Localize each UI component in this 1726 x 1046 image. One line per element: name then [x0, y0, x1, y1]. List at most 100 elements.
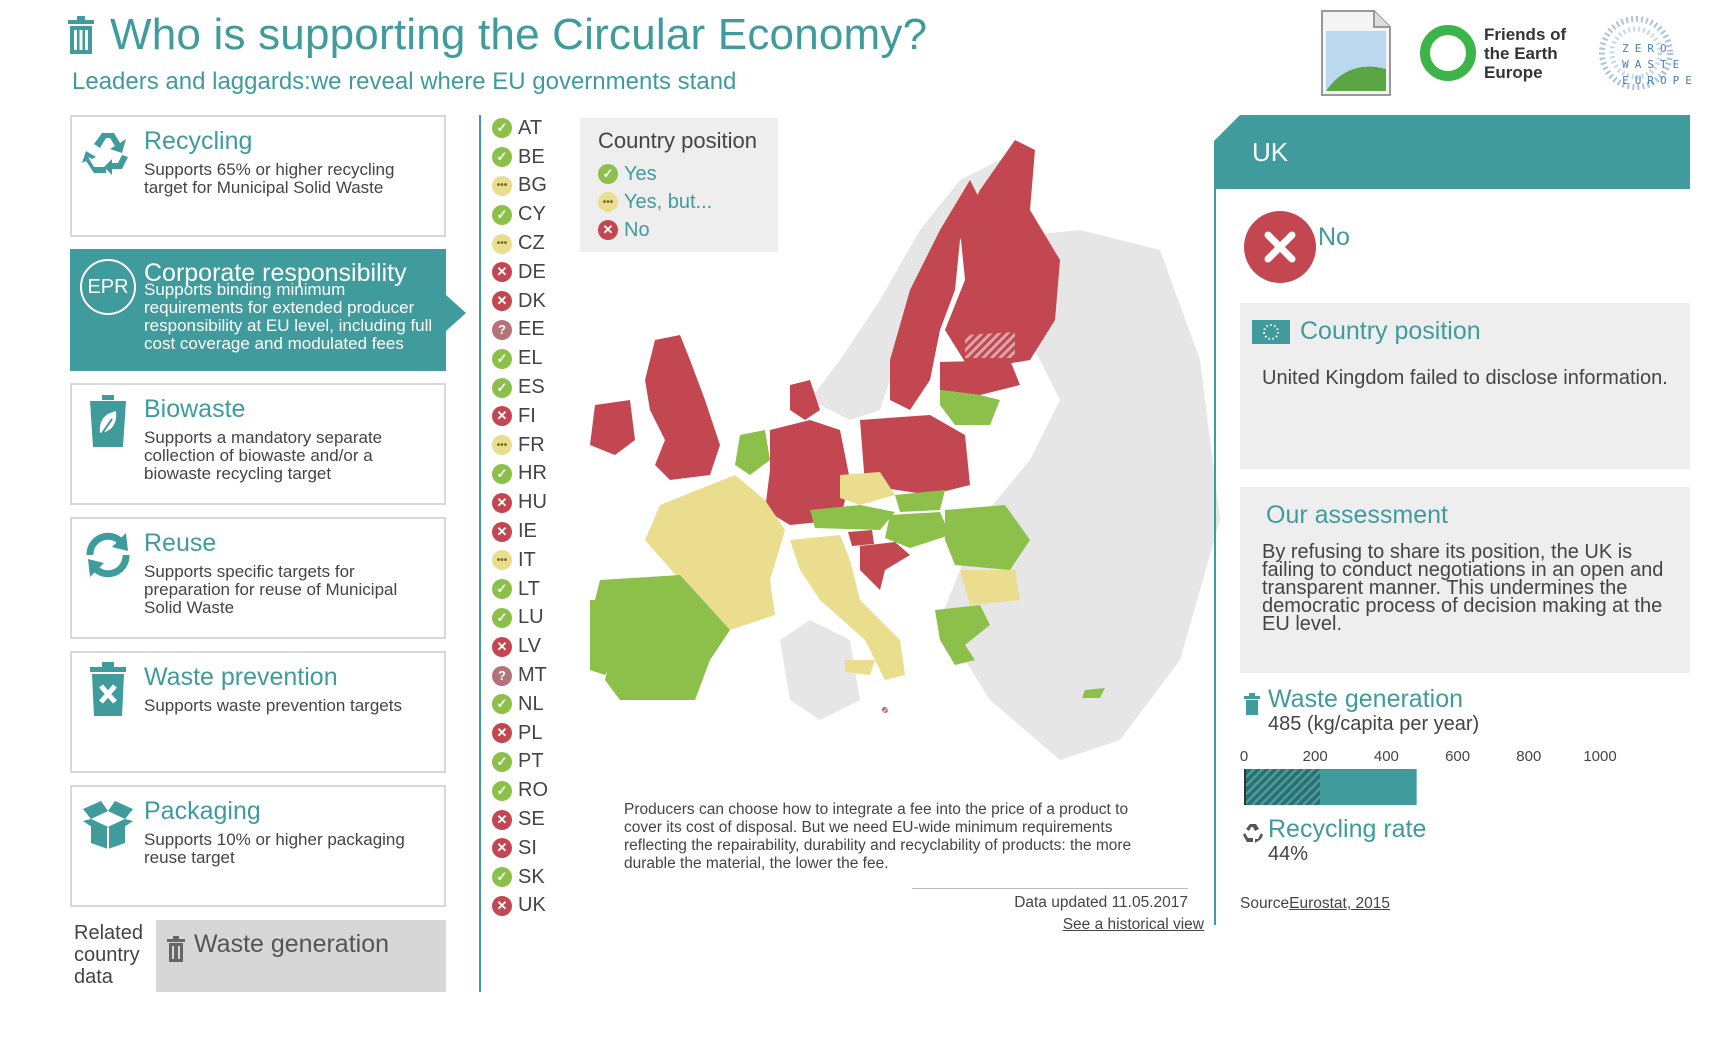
country-item-ee[interactable]: ? EE — [492, 316, 562, 345]
country-item-si[interactable]: ✕ SI — [492, 834, 562, 863]
axis-tick-label: 800 — [1516, 748, 1541, 765]
map-france[interactable] — [645, 475, 785, 630]
epr-badge: EPR — [80, 259, 136, 315]
criterion-packaging[interactable]: Packaging Supports 10% or higher packagi… — [70, 785, 446, 907]
criterion-title: Waste prevention — [144, 663, 338, 691]
legend-label: Yes — [624, 162, 657, 185]
country-item-de[interactable]: ✕ DE — [492, 258, 562, 287]
position-text: United Kingdom failed to disclose inform… — [1262, 367, 1668, 389]
axis-zero-line — [1244, 769, 1246, 805]
waste-generation-button[interactable]: Waste generation — [156, 920, 446, 992]
map-ireland[interactable] — [590, 400, 635, 455]
country-code: BG — [518, 174, 547, 197]
country-name: UK — [1252, 137, 1289, 167]
criterion-reuse[interactable]: Reuse Supports specific targets for prep… — [70, 517, 446, 639]
source-label: Source — [1240, 895, 1290, 912]
country-item-se[interactable]: ✕ SE — [492, 805, 562, 834]
country-item-sk[interactable]: ✓ SK — [492, 863, 562, 892]
country-code: SK — [518, 865, 545, 888]
map-sicily[interactable] — [845, 660, 875, 675]
trash-bin-icon — [1244, 693, 1260, 715]
map-malta[interactable] — [882, 707, 888, 713]
criterion-corporate-responsibility[interactable]: EPR Corporate responsibility Supports bi… — [70, 249, 466, 371]
country-item-lv[interactable]: ✕ LV — [492, 632, 562, 661]
x-icon: ✕ — [492, 406, 512, 427]
country-item-lt[interactable]: ✓ LT — [492, 575, 562, 604]
check-icon: ✓ — [492, 751, 512, 772]
country-item-mt[interactable]: ? MT — [492, 661, 562, 690]
axis-tick-label: 400 — [1374, 748, 1399, 765]
position-title: Country position — [1300, 317, 1481, 345]
country-item-it[interactable]: ••• IT — [492, 546, 562, 575]
country-item-nl[interactable]: ✓ NL — [492, 690, 562, 719]
country-item-be[interactable]: ✓ BE — [492, 143, 562, 172]
country-item-lu[interactable]: ✓ LU — [492, 604, 562, 633]
page-subtitle: Leaders and laggards:we reveal where EU … — [72, 68, 737, 95]
map-lithuania[interactable] — [940, 390, 1000, 425]
map-uk[interactable] — [645, 335, 720, 480]
map-greece[interactable] — [935, 605, 990, 665]
country-code: IT — [518, 548, 536, 571]
country-item-cy[interactable]: ✓ CY — [492, 200, 562, 229]
x-icon: ✕ — [492, 291, 512, 312]
country-item-uk[interactable]: ✕ UK — [492, 892, 562, 921]
country-item-fr[interactable]: ••• FR — [492, 431, 562, 460]
country-item-hr[interactable]: ✓ HR — [492, 460, 562, 489]
country-item-ie[interactable]: ✕ IE — [492, 517, 562, 546]
map-slovenia[interactable] — [848, 530, 874, 546]
map-benelux[interactable] — [735, 430, 770, 475]
map-poland[interactable] — [860, 415, 970, 495]
map-denmark[interactable] — [790, 380, 820, 420]
axis-tick-label: 600 — [1445, 748, 1470, 765]
map-cyprus[interactable] — [1082, 688, 1105, 698]
country-item-pl[interactable]: ✕ PL — [492, 719, 562, 748]
criterion-waste-prevention[interactable]: Waste prevention Supports waste preventi… — [70, 651, 446, 773]
map-czech[interactable] — [840, 472, 895, 505]
waste-axis: 0 200 400 600 800 1000 — [1240, 748, 1617, 765]
country-item-dk[interactable]: ✕ DK — [492, 287, 562, 316]
country-item-hu[interactable]: ✕ HU — [492, 488, 562, 517]
map-slovakia[interactable] — [895, 490, 945, 512]
country-item-ro[interactable]: ✓ RO — [492, 776, 562, 805]
legend-item-no: ✕ No — [598, 216, 760, 244]
dotted-globe-icon — [1599, 16, 1674, 90]
recycle-icon — [80, 125, 136, 181]
criterion-title: Biowaste — [144, 395, 246, 423]
country-item-cz[interactable]: ••• CZ — [492, 229, 562, 258]
map-austria[interactable] — [810, 505, 895, 530]
map-spain[interactable] — [590, 575, 730, 700]
x-icon: ✕ — [492, 521, 512, 542]
historical-view-link[interactable]: See a historical view — [1062, 916, 1204, 933]
map-hungary[interactable] — [885, 512, 950, 548]
map-portugal[interactable] — [590, 600, 615, 675]
map-bulgaria[interactable] — [960, 570, 1020, 605]
country-item-bg[interactable]: ••• BG — [492, 172, 562, 201]
country-item-es[interactable]: ✓ ES — [492, 373, 562, 402]
country-item-pt[interactable]: ✓ PT — [492, 748, 562, 777]
broken-image-icon — [1321, 10, 1391, 96]
map-germany[interactable] — [765, 420, 850, 525]
map-romania[interactable] — [945, 505, 1030, 570]
map-italy[interactable] — [790, 535, 905, 680]
map-finland[interactable] — [945, 140, 1060, 370]
source: SourceEurostat, 2015 — [1240, 895, 1390, 913]
map-estonia[interactable] — [965, 332, 1015, 358]
ellipsis-icon: ••• — [598, 192, 618, 212]
country-code: SE — [518, 808, 545, 831]
country-list: ✓ AT ✓ BE ••• BG ✓ CY ••• CZ ✕ DE ✕ DK? EE ✓ EL ✓ ES ✕ FI •••… — [492, 114, 562, 920]
related-country-data: Related country data Waste generation — [70, 920, 446, 992]
country-item-at[interactable]: ✓ AT — [492, 114, 562, 143]
criterion-description: Supports 65% or higher recycling target … — [144, 160, 395, 197]
logo-text: WASTE — [1622, 58, 1686, 71]
country-item-el[interactable]: ✓ EL — [492, 344, 562, 373]
map-croatia[interactable] — [860, 542, 910, 590]
map-sweden[interactable] — [890, 180, 980, 410]
criterion-biowaste[interactable]: Biowaste Supports a mandatory separate c… — [70, 383, 446, 505]
criterion-recycling[interactable]: Recycling Supports 65% or higher recycli… — [70, 115, 446, 237]
country-code: BE — [518, 145, 545, 168]
country-code: LT — [518, 577, 540, 600]
country-code: LU — [518, 606, 544, 629]
map-latvia[interactable] — [940, 360, 1020, 395]
country-item-fi[interactable]: ✕ FI — [492, 402, 562, 431]
source-link[interactable]: Eurostat, 2015 — [1289, 895, 1390, 912]
